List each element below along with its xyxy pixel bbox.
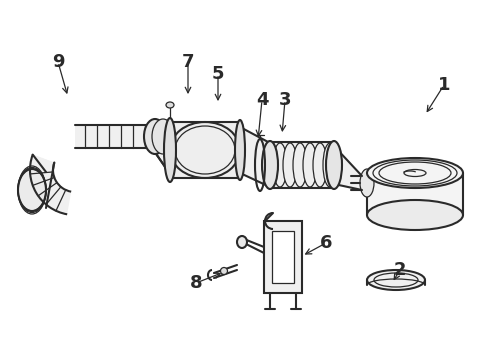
Ellipse shape [273,143,287,187]
Ellipse shape [367,270,425,290]
Ellipse shape [164,118,176,182]
Ellipse shape [379,162,451,184]
Ellipse shape [166,102,174,108]
Text: 8: 8 [190,274,202,292]
Ellipse shape [293,143,307,187]
Ellipse shape [220,267,227,274]
Ellipse shape [374,273,418,287]
Ellipse shape [263,143,277,187]
Bar [264,221,302,293]
Polygon shape [30,154,71,214]
Polygon shape [264,221,302,293]
Polygon shape [75,125,152,148]
Polygon shape [334,146,362,190]
Ellipse shape [323,143,337,187]
Ellipse shape [303,143,317,187]
Text: 5: 5 [212,65,224,83]
Polygon shape [152,125,170,174]
Polygon shape [240,127,270,187]
Polygon shape [33,154,54,208]
Ellipse shape [235,120,245,180]
Polygon shape [170,122,240,178]
Text: 6: 6 [320,234,332,252]
Ellipse shape [283,143,297,187]
Bar [272,231,294,283]
Text: 2: 2 [394,261,406,279]
Ellipse shape [367,158,463,188]
Ellipse shape [18,169,46,211]
Text: 9: 9 [52,53,64,71]
Text: 7: 7 [182,53,194,71]
Text: 1: 1 [438,76,450,94]
Ellipse shape [367,200,463,230]
Ellipse shape [373,160,457,186]
Text: 4: 4 [256,91,268,109]
Ellipse shape [237,236,247,248]
Ellipse shape [152,119,174,154]
Ellipse shape [144,119,166,154]
Text: 3: 3 [279,91,291,109]
Ellipse shape [404,170,426,176]
Polygon shape [367,173,463,215]
Ellipse shape [262,141,278,189]
Ellipse shape [313,143,327,187]
Ellipse shape [326,141,342,189]
Ellipse shape [360,169,374,197]
Polygon shape [270,143,334,187]
